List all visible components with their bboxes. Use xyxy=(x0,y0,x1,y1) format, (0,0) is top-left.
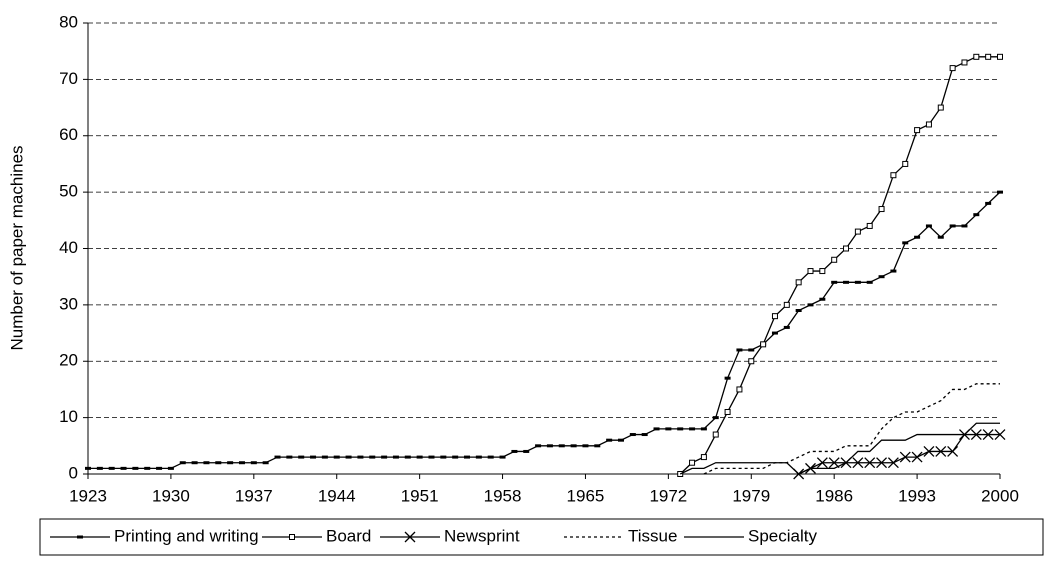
marker-x xyxy=(816,457,828,469)
marker-square xyxy=(748,358,755,365)
series-line xyxy=(798,433,1000,475)
marker-square xyxy=(289,534,295,540)
marker-square xyxy=(914,127,921,134)
marker-x xyxy=(935,445,947,457)
marker-square xyxy=(937,104,944,111)
x-tick-label: 1944 xyxy=(318,486,356,505)
marker-square xyxy=(771,313,778,320)
marker-square xyxy=(724,408,731,415)
marker-x xyxy=(899,451,911,463)
x-tick-label: 1965 xyxy=(567,486,605,505)
x-tick-label: 1958 xyxy=(484,486,522,505)
marker-x xyxy=(911,451,923,463)
x-tick-label: 1972 xyxy=(649,486,687,505)
y-tick-label: 70 xyxy=(59,69,78,88)
series-line xyxy=(679,56,1000,475)
legend-label: Tissue xyxy=(628,526,677,545)
marker-square xyxy=(843,245,850,252)
marker-square xyxy=(866,222,873,229)
legend-label: Board xyxy=(326,526,371,545)
marker-square xyxy=(985,53,992,60)
marker-x xyxy=(982,429,994,440)
x-tick-label: 1937 xyxy=(235,486,273,505)
y-tick-label: 0 xyxy=(69,463,78,482)
marker-x xyxy=(876,457,888,469)
y-tick-label: 50 xyxy=(59,182,78,201)
marker-square xyxy=(736,386,743,393)
x-tick-label: 1930 xyxy=(152,486,190,505)
x-tick-label: 1993 xyxy=(898,486,936,505)
series-line xyxy=(679,422,1000,475)
series-line xyxy=(703,383,1000,475)
legend-box xyxy=(39,518,1044,556)
marker-square xyxy=(700,454,707,461)
marker-x xyxy=(947,445,959,457)
y-tick-label: 40 xyxy=(59,238,78,257)
marker-x xyxy=(994,429,1006,440)
y-tick-label: 80 xyxy=(59,12,78,31)
marker-x xyxy=(404,531,416,543)
marker-square xyxy=(997,53,1003,60)
x-tick-label: 1951 xyxy=(401,486,439,505)
x-tick-label: 2000 xyxy=(981,486,1019,505)
marker-square xyxy=(925,121,932,128)
marker-square xyxy=(890,172,897,179)
y-tick-label: 60 xyxy=(59,125,78,144)
marker-square xyxy=(854,228,861,235)
marker-x xyxy=(887,457,899,469)
y-axis-title: Number of paper machines xyxy=(7,145,26,350)
legend-label: Specialty xyxy=(748,526,817,545)
x-tick-label: 1923 xyxy=(69,486,107,505)
marker-x xyxy=(852,457,864,469)
marker-square xyxy=(961,59,968,66)
marker-square xyxy=(949,65,956,72)
marker-square xyxy=(795,279,802,286)
marker-square xyxy=(712,431,719,438)
legend-label: Newsprint xyxy=(444,526,520,545)
marker-square xyxy=(760,341,767,348)
marker-x xyxy=(864,457,876,469)
y-tick-label: 20 xyxy=(59,351,78,370)
marker-square xyxy=(783,301,790,308)
marker-square xyxy=(878,206,885,213)
x-tick-label: 1986 xyxy=(815,486,853,505)
y-tick-label: 10 xyxy=(59,407,78,426)
y-tick-label: 30 xyxy=(59,294,78,313)
marker-square xyxy=(831,256,838,263)
marker-square xyxy=(807,268,814,275)
marker-square xyxy=(689,459,696,466)
marker-square xyxy=(819,268,826,275)
marker-x xyxy=(970,429,982,440)
x-tick-label: 1979 xyxy=(732,486,770,505)
marker-square xyxy=(973,53,980,60)
legend-label: Printing and writing xyxy=(114,526,259,545)
marker-square xyxy=(902,160,909,167)
series-line xyxy=(88,191,1001,470)
marker-x xyxy=(923,445,935,457)
